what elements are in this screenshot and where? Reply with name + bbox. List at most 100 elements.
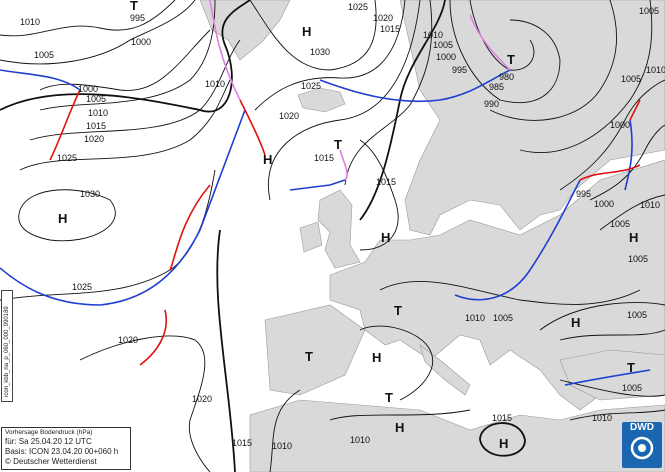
isobar-label: 1020 [192, 394, 212, 404]
cold-front [0, 109, 246, 306]
cold-front [624, 119, 633, 191]
isobar-label: 985 [489, 82, 504, 92]
isobar-label: 1000 [131, 37, 151, 47]
isobar-label: 1010 [592, 413, 612, 423]
isobar-label: 1025 [301, 81, 321, 91]
warm-front [579, 164, 641, 181]
warm-front [139, 309, 167, 366]
isobar-label: 1010 [272, 441, 292, 451]
cold-front [0, 69, 81, 91]
low-pressure-center: T [394, 303, 402, 318]
isobar-label: 1005 [621, 74, 641, 84]
high-pressure-center: H [499, 436, 508, 451]
isobar-label: 1025 [72, 282, 92, 292]
isobar-label: 1025 [348, 2, 368, 12]
cold-front [289, 179, 346, 191]
low-pressure-center: T [130, 0, 138, 13]
isobar-label: 1025 [57, 153, 77, 163]
high-pressure-center: H [381, 230, 390, 245]
greenland [199, 0, 291, 61]
cold-front [454, 179, 581, 301]
cold-front [564, 369, 651, 386]
low-pressure-center: T [507, 52, 515, 67]
warm-front [629, 99, 641, 121]
high-pressure-center: H [629, 230, 638, 245]
isobar-label: 1000 [610, 120, 630, 130]
isobar-label: 1005 [639, 6, 659, 16]
isobar-label: 1020 [373, 13, 393, 23]
isobar-label: 1010 [350, 435, 370, 445]
isobar-label: 990 [484, 99, 499, 109]
isobar-label: 1020 [84, 134, 104, 144]
isobar-label: 1015 [314, 153, 334, 163]
high-pressure-center: H [395, 420, 404, 435]
warm-front [169, 184, 211, 271]
dwd-logo: DWD [622, 422, 662, 468]
italy [419, 344, 471, 396]
low-pressure-center: T [334, 137, 342, 152]
low-pressure-center: T [627, 360, 635, 375]
cold-front [319, 69, 511, 103]
british-isles [317, 189, 361, 269]
low-pressure-center: T [385, 390, 393, 405]
legend-valid-time: für: Sa 25.04.20 12 UTC [5, 437, 92, 446]
isobar-label: 1010 [88, 108, 108, 118]
high-pressure-center: H [372, 350, 381, 365]
high-pressure-center: H [571, 315, 580, 330]
high-pressure-center: H [302, 24, 311, 39]
isobar-label: 1015 [232, 438, 252, 448]
isobar-label: 1010 [20, 17, 40, 27]
isobar-label: 995 [130, 13, 145, 23]
isobar-label: 995 [452, 65, 467, 75]
legend-copyright: © Deutscher Wetterdienst [5, 457, 97, 466]
low-pressure-center: T [305, 349, 313, 364]
product-code-strip: icon_kbb_na_p_060_000_990189 [1, 290, 13, 402]
isobar-label: 1010 [423, 30, 443, 40]
legend-title: Vorhersage Bodendruck (hPa) [5, 429, 93, 436]
occluded-front [339, 149, 348, 181]
ireland [299, 221, 323, 253]
turkey [559, 349, 665, 401]
isobar-label: 1010 [205, 79, 225, 89]
isobar-label: 1010 [465, 313, 485, 323]
isobar-label: 1005 [628, 254, 648, 264]
isobar-label: 1000 [594, 199, 614, 209]
high-pressure-center: H [263, 152, 272, 167]
isobar-label: 1005 [86, 94, 106, 104]
isobar-label: 1015 [492, 413, 512, 423]
isobar-label: 1005 [610, 219, 630, 229]
europe [329, 159, 665, 411]
dwd-swirl-icon [630, 436, 654, 460]
occluded-front [469, 14, 511, 71]
isobar-label: 1020 [279, 111, 299, 121]
isobar-label: 1005 [627, 310, 647, 320]
north-africa [249, 399, 665, 472]
fronts [0, 0, 651, 386]
land [199, 0, 665, 472]
iberia [264, 304, 366, 396]
isobar-label: 1015 [376, 177, 396, 187]
isobar-label: 1005 [622, 383, 642, 393]
isobar-label: 1010 [640, 200, 660, 210]
occluded-front [209, 0, 241, 101]
dwd-logo-text: DWD [630, 422, 654, 433]
legend-box: Vorhersage Bodendruck (hPa) für: Sa 25.0… [1, 427, 131, 470]
isobar-label: 1000 [78, 84, 98, 94]
isobar-label: 1005 [433, 40, 453, 50]
isobar-label: 1030 [80, 189, 100, 199]
legend-basis: Basis: ICON 23.04.20 00+060 h [5, 447, 119, 456]
warm-front [49, 89, 81, 161]
isobar-label: 1005 [493, 313, 513, 323]
isobar-label: 1015 [86, 121, 106, 131]
scandinavia [399, 0, 665, 236]
isobar-label: 995 [576, 189, 591, 199]
iceland [297, 87, 346, 113]
isobar-label: 1010 [646, 65, 665, 75]
product-code: icon_kbb_na_p_060_000_990189 [4, 306, 10, 397]
isobar-label: 1020 [118, 335, 138, 345]
isobar-labels: 1010100599510001000100510101015102010251… [20, 2, 665, 451]
